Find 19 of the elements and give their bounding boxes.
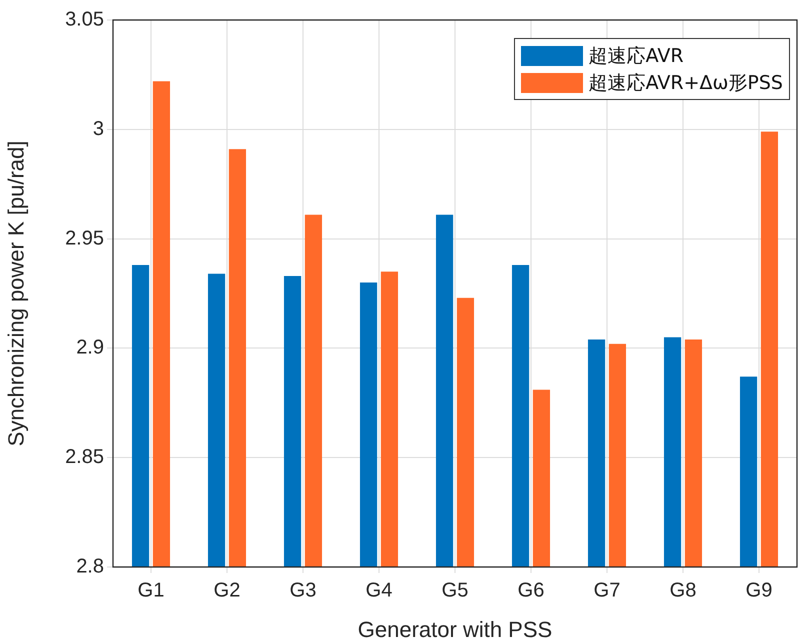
legend-label: 超速応AVR+Δω形PSS <box>588 70 783 96</box>
y-tick-label: 2.9 <box>76 336 104 359</box>
x-tick-label: G2 <box>214 580 240 602</box>
x-tick-label: G1 <box>138 580 164 602</box>
x-tick-label: G7 <box>594 580 620 602</box>
x-tick-label: G3 <box>290 580 316 602</box>
y-tick-label: 3.05 <box>65 8 104 31</box>
x-tick-label: G4 <box>366 580 392 602</box>
x-tick-label: G5 <box>442 580 468 602</box>
y-tick-label: 2.95 <box>65 227 104 250</box>
x-axis-title: Generator with PSS <box>358 616 552 642</box>
x-tick-label: G8 <box>670 580 696 602</box>
x-tick-label: G9 <box>746 580 772 602</box>
legend-label: 超速応AVR <box>588 44 684 68</box>
x-tick-label: G6 <box>518 580 544 602</box>
y-axis-title: Synchronizing power K [pu/rad] <box>3 140 28 446</box>
y-tick-label: 2.85 <box>65 446 104 468</box>
y-tick-label: 2.8 <box>76 556 104 578</box>
y-tick-label: 3 <box>92 118 104 140</box>
